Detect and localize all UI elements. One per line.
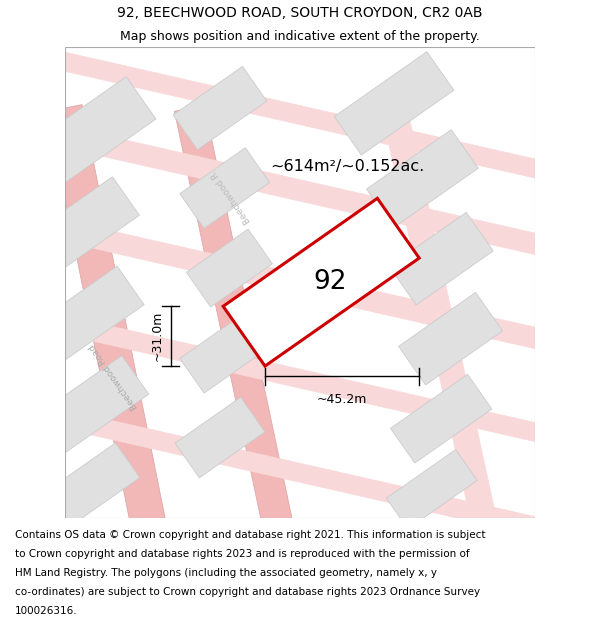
- Polygon shape: [39, 47, 561, 183]
- Text: Contains OS data © Crown copyright and database right 2021. This information is : Contains OS data © Crown copyright and d…: [15, 531, 485, 541]
- Text: 92: 92: [314, 269, 347, 295]
- Text: co-ordinates) are subject to Crown copyright and database rights 2023 Ordnance S: co-ordinates) are subject to Crown copyr…: [15, 587, 480, 597]
- Polygon shape: [39, 216, 561, 354]
- Polygon shape: [37, 356, 149, 454]
- Polygon shape: [39, 121, 561, 259]
- Polygon shape: [32, 266, 144, 364]
- Polygon shape: [398, 292, 503, 385]
- Text: to Crown copyright and database rights 2023 and is reproduced with the permissio: to Crown copyright and database rights 2…: [15, 549, 470, 559]
- Polygon shape: [223, 198, 419, 366]
- Polygon shape: [47, 104, 169, 544]
- Polygon shape: [39, 311, 561, 447]
- Polygon shape: [39, 405, 561, 541]
- Polygon shape: [187, 229, 272, 307]
- Polygon shape: [46, 443, 140, 526]
- Polygon shape: [334, 52, 454, 155]
- Text: ~45.2m: ~45.2m: [317, 392, 367, 406]
- Polygon shape: [175, 398, 265, 478]
- Polygon shape: [30, 77, 156, 186]
- Polygon shape: [386, 449, 477, 529]
- Text: Beechwood R: Beechwood R: [211, 170, 253, 225]
- Text: Beechwood Road: Beechwood Road: [88, 342, 140, 411]
- Polygon shape: [180, 148, 269, 228]
- Polygon shape: [389, 213, 493, 305]
- Text: 100026316.: 100026316.: [15, 606, 77, 616]
- Text: 92, BEECHWOOD ROAD, SOUTH CROYDON, CR2 0AB: 92, BEECHWOOD ROAD, SOUTH CROYDON, CR2 0…: [117, 6, 483, 20]
- Polygon shape: [382, 105, 501, 544]
- Polygon shape: [180, 312, 269, 393]
- Text: ~614m²/~0.152ac.: ~614m²/~0.152ac.: [270, 159, 424, 174]
- Polygon shape: [367, 129, 478, 228]
- Polygon shape: [391, 374, 492, 463]
- Text: Map shows position and indicative extent of the property.: Map shows position and indicative extent…: [120, 30, 480, 43]
- Text: HM Land Registry. The polygons (including the associated geometry, namely x, y: HM Land Registry. The polygons (includin…: [15, 568, 437, 578]
- Text: ~31.0m: ~31.0m: [151, 311, 164, 361]
- Polygon shape: [173, 66, 267, 150]
- Polygon shape: [28, 177, 139, 274]
- Polygon shape: [175, 105, 296, 544]
